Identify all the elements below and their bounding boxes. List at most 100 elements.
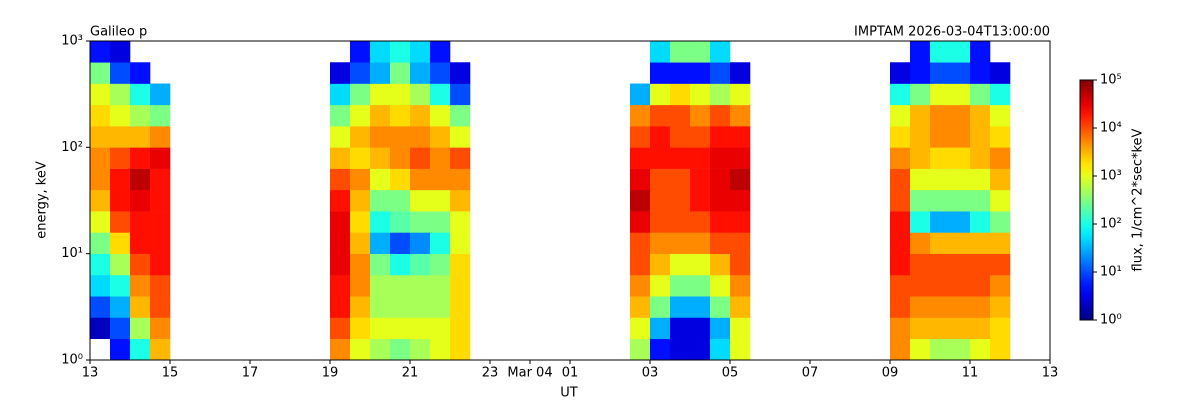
heatmap-cell [950,126,971,148]
heatmap-cell [650,147,671,169]
heatmap-cell [890,274,911,297]
heatmap-cell [930,168,951,191]
heatmap-cell [110,253,131,276]
heatmap-cell [990,296,1011,318]
heatmap-cell [150,296,171,318]
heatmap-cell [930,274,951,297]
heatmap-cell [890,168,911,191]
heatmap-cell [650,296,671,318]
heatmap-cell [370,126,391,148]
heatmap-cell [710,83,731,106]
heatmap-cell [390,253,411,276]
heatmap-cell [330,211,351,233]
heatmap-cell [970,317,991,340]
y-axis-label: energy, keV [35,161,50,239]
heatmap-cell [430,83,451,106]
heatmap-cell [430,211,451,233]
heatmap-cell [370,41,391,63]
heatmap-cell [130,274,151,297]
heatmap-cell [990,274,1011,297]
heatmap-cell [990,126,1011,148]
heatmap-cell [950,147,971,169]
heatmap-cell [950,189,971,212]
heatmap-cell [990,253,1011,276]
heatmap-cell [710,41,731,63]
heatmap-cell [110,41,131,63]
heatmap-cell [930,253,951,276]
heatmap-cell [390,317,411,340]
heatmap-cell [410,41,431,63]
heatmap-cell [890,338,911,361]
heatmap-cell [690,317,711,340]
heatmap-cell [350,147,371,169]
heatmap-cell [970,189,991,212]
heatmap-cell [630,274,651,297]
heatmap-cell [110,83,131,106]
heatmap-cell [330,168,351,191]
heatmap-cell [110,189,131,212]
heatmap-cell [90,126,111,148]
heatmap-cell [450,62,471,84]
heatmap-cell [350,317,371,340]
heatmap-cell [410,232,431,254]
heatmap-cell [670,211,691,233]
x-tick-label: 05 [722,366,739,381]
colorbar-tick-label: 10¹ [1100,265,1122,280]
heatmap-cell [410,104,431,127]
heatmap-cell [710,168,731,191]
heatmap-cell [330,232,351,254]
heatmap-cell [110,232,131,254]
heatmap-cell [430,189,451,212]
x-tick-label: 13 [1042,366,1059,381]
heatmap-cell [370,83,391,106]
heatmap-cell [710,274,731,297]
heatmap-cell [710,253,731,276]
heatmap-cell [710,147,731,169]
heatmap-cell [910,317,931,340]
heatmap-cell [650,41,671,63]
heatmap-cell [130,232,151,254]
heatmap-cell [330,317,351,340]
heatmap-cell [950,338,971,361]
heatmap-cell [130,211,151,233]
heatmap-cell [710,296,731,318]
heatmap-cell [370,62,391,84]
heatmap-cell [350,41,371,63]
heatmap-cell [390,168,411,191]
colorbar-tick-label: 10⁴ [1100,121,1122,136]
x-tick-label: 09 [882,366,899,381]
heatmap-cell [730,274,751,297]
heatmap-cell [670,296,691,318]
heatmap-cell [650,317,671,340]
heatmap-cell [110,274,131,297]
heatmap-cell [970,41,991,63]
heatmap-cell [410,338,431,361]
heatmap-cell [130,296,151,318]
heatmap-cell [950,296,971,318]
heatmap-cell [950,168,971,191]
heatmap-cell [350,232,371,254]
heatmap-cell [910,253,931,276]
heatmap-cell [970,338,991,361]
heatmap-cell [130,338,151,361]
colorbar-label: flux, 1/cm^2*sec*keV [1131,128,1146,271]
heatmap-cell [910,168,931,191]
heatmap-cell [450,104,471,127]
heatmap-cell [90,147,111,169]
x-tick-label: 19 [322,366,339,381]
heatmap-cell [130,168,151,191]
heatmap-cell [110,126,131,148]
heatmap-cell [930,126,951,148]
heatmap-cell [150,253,171,276]
heatmap-cell [970,104,991,127]
y-tick-label: 10¹ [61,246,83,261]
heatmap-cell [330,62,351,84]
heatmap-cell [730,147,751,169]
heatmap-cell [390,126,411,148]
heatmap-cell [890,104,911,127]
heatmap-cell [910,126,931,148]
heatmap-cell [630,126,651,148]
heatmap-cell [990,232,1011,254]
heatmap-cell [690,253,711,276]
heatmap-cell [930,296,951,318]
